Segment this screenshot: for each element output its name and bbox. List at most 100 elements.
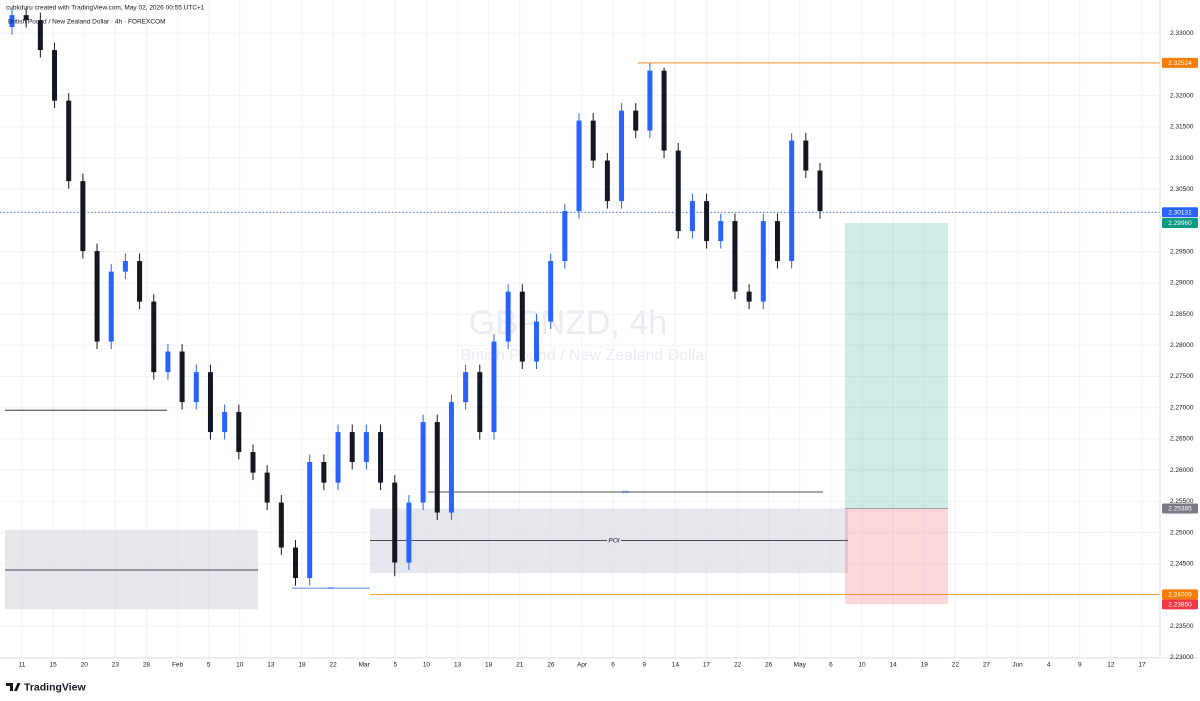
candle-body	[222, 412, 228, 433]
x-tick-label: 22	[734, 662, 742, 669]
logo-icon	[6, 683, 21, 691]
x-tick-label: 10	[423, 662, 431, 669]
candle-body	[321, 462, 327, 483]
y-tick-label: 2.25500	[1170, 498, 1194, 505]
logo-text: TradingView	[24, 681, 86, 693]
x-tick-label: 12	[1107, 662, 1115, 669]
candle-body	[335, 432, 341, 483]
candle-body	[80, 181, 86, 252]
x-tick-label: 23	[112, 662, 120, 669]
candle-body	[293, 547, 299, 579]
price-tag	[1162, 217, 1198, 228]
x-tick-label: 22	[952, 662, 960, 669]
zone-label: POI	[608, 537, 619, 544]
x-tick-label: 5	[394, 662, 398, 669]
candle-body	[718, 221, 724, 242]
candle-body	[463, 372, 469, 403]
stop-zone	[845, 508, 948, 605]
candle-body	[548, 261, 554, 322]
candle-body	[647, 70, 653, 131]
y-tick-label: 2.32000	[1170, 92, 1194, 99]
candle-body	[193, 372, 199, 403]
candle-body	[760, 221, 766, 302]
y-tick-label: 2.26500	[1170, 436, 1194, 443]
x-tick-label: 17	[1138, 662, 1146, 669]
price-tag	[1162, 207, 1198, 218]
x-tick-label: 26	[765, 662, 773, 669]
y-tick-label: 2.26000	[1170, 467, 1194, 474]
candle-body	[392, 482, 398, 563]
x-tick-label: 11	[19, 662, 26, 669]
y-tick-label: 2.28500	[1170, 311, 1194, 318]
candle-body	[349, 432, 355, 463]
x-tick-label: 21	[516, 662, 524, 669]
price-tag-label: 2.25385	[1168, 506, 1192, 513]
candle-body	[576, 120, 582, 212]
candle-body	[604, 160, 610, 202]
candle-body	[307, 462, 313, 579]
x-tick-label: 22	[329, 662, 337, 669]
candle-body	[420, 422, 426, 503]
candle-body	[817, 170, 823, 212]
x-tick-label: 17	[703, 662, 711, 669]
x-tick-label: 15	[49, 662, 57, 669]
y-tick-label: 2.23500	[1170, 623, 1194, 630]
x-tick-label: 4	[1047, 662, 1051, 669]
candle-body	[675, 150, 681, 232]
price-tag	[1162, 589, 1198, 600]
candle-body	[477, 372, 483, 433]
tradingview-logo: TradingView	[6, 681, 86, 693]
y-tick-label: 2.28000	[1170, 342, 1194, 349]
candle-body	[732, 221, 738, 292]
x-tick-label: May	[794, 662, 807, 669]
candle-body	[66, 100, 72, 182]
candle-body	[619, 110, 625, 202]
x-tick-label: 5	[207, 662, 211, 669]
price-tag-label: 2.32524	[1168, 60, 1192, 67]
candle-body	[704, 201, 710, 242]
zone-label-bg	[607, 536, 621, 545]
candle-body	[179, 351, 185, 403]
candle-body	[803, 140, 809, 171]
x-tick-label: 9	[642, 662, 646, 669]
candle-body	[774, 221, 780, 262]
candle-body	[23, 15, 29, 21]
x-tick-label: 28	[143, 662, 151, 669]
price-tag-label: 2.23850	[1168, 602, 1192, 609]
price-tag-label: 2.30131	[1168, 210, 1192, 217]
candle-body	[505, 291, 511, 342]
liquidity-label: SSL	[622, 489, 630, 494]
x-tick-label: 6	[611, 662, 615, 669]
y-tick-label: 2.25000	[1170, 529, 1194, 536]
x-tick-label: 9	[1078, 662, 1082, 669]
candle-body	[633, 110, 639, 131]
watermark-symbol: GBPNZD, 4h	[469, 304, 667, 342]
x-tick-label: 6	[829, 662, 833, 669]
target-zone	[845, 222, 948, 509]
candle-body	[236, 412, 242, 453]
candle-body	[207, 372, 213, 433]
x-tick-label: 26	[547, 662, 555, 669]
y-tick-label: 2.27000	[1170, 404, 1194, 411]
candle-body	[378, 432, 384, 483]
y-tick-label: 2.33000	[1170, 30, 1194, 37]
x-tick-label: 14	[672, 662, 680, 669]
candle-body	[108, 271, 114, 342]
candle-body	[661, 70, 667, 151]
x-tick-label: 10	[236, 662, 244, 669]
candle-body	[363, 432, 369, 463]
candle-body	[151, 301, 157, 373]
price-tag	[1162, 503, 1198, 514]
candle-body	[491, 341, 497, 433]
x-tick-label: 13	[267, 662, 275, 669]
x-tick-label: Apr	[577, 662, 588, 669]
candle-body	[137, 261, 143, 302]
author-line: cubkduru created with TradingView.com, M…	[6, 5, 205, 12]
candle-body	[789, 140, 795, 262]
x-tick-label: Feb	[172, 662, 184, 669]
candle-body	[519, 291, 525, 362]
watermark-description: British Pound / New Zealand Dollar	[460, 347, 710, 364]
candle-body	[122, 261, 128, 272]
candle-body	[746, 291, 752, 302]
